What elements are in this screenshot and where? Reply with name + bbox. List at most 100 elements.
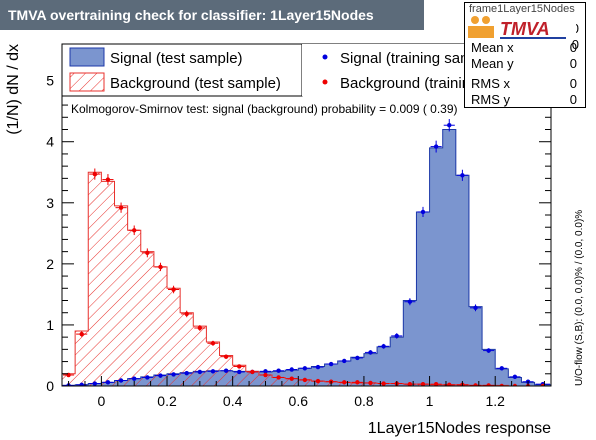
marker-layer	[63, 119, 550, 386]
signal-training-point	[351, 355, 363, 361]
signal-training-point	[89, 381, 101, 386]
y-tick-label: 1	[46, 317, 54, 333]
signal-training-point	[469, 304, 482, 312]
x-axis-label: 1Layer15Nodes response	[368, 420, 551, 437]
signal-training-point	[128, 376, 140, 381]
signal-training-point	[378, 343, 390, 349]
signal-training-point	[286, 367, 298, 372]
side-overflow-label: U/O-flow (S,B): (0.0, 0.0)% / (0.0, 0.0)…	[574, 210, 585, 386]
signal-training-point	[273, 368, 285, 373]
background-training-point	[286, 376, 298, 381]
background-training-point	[273, 375, 285, 380]
background-training-point	[89, 168, 101, 180]
tmva-logo: TMVA	[466, 14, 576, 40]
background-training-point	[404, 381, 416, 386]
background-training-point	[483, 383, 495, 386]
signal-training-point	[207, 369, 219, 374]
signal-training-point	[483, 348, 495, 353]
signal-training-point	[154, 373, 167, 378]
signal-training-point	[141, 375, 153, 380]
signal-training-point	[233, 369, 245, 375]
background-training-point	[194, 325, 206, 331]
legend-marker-signal-training	[322, 54, 328, 60]
legend-label: Background (test sample)	[110, 75, 281, 92]
background-training-point	[181, 310, 193, 318]
signal-training-point	[194, 369, 206, 375]
x-tick-label: 0.4	[223, 393, 243, 409]
x-tick-label: 1	[426, 393, 434, 409]
stats-row: Mean y 0	[469, 56, 581, 74]
signal-training-point	[443, 119, 455, 132]
x-tick-label: 0.6	[289, 393, 309, 409]
background-training-point	[299, 377, 311, 383]
y-tick-label: 4	[46, 134, 54, 150]
y-tick-label: 0	[46, 378, 54, 394]
background-training-point	[154, 262, 167, 272]
signal-training-point	[259, 369, 272, 374]
histogram-layer	[62, 129, 551, 386]
background-training-point	[141, 248, 153, 258]
stats-key: Mean y	[471, 56, 514, 71]
signal-training-point	[391, 333, 403, 339]
y-tick-label: 2	[46, 256, 54, 272]
chart-title: TMVA overtraining check for classifier: …	[0, 0, 424, 30]
legend-label: Signal (training sample)	[340, 50, 498, 67]
signal-training-point	[417, 206, 429, 218]
background-training-point	[509, 383, 521, 386]
signal-training-point	[220, 368, 232, 373]
signal-training-point	[181, 370, 193, 376]
signal-training-point	[509, 374, 521, 380]
y-tick-label: 3	[46, 195, 54, 211]
background-training-point	[535, 383, 550, 386]
stats-key: RMS x	[471, 76, 510, 91]
signal-training-point	[404, 298, 416, 306]
background-training-point	[259, 372, 272, 378]
legend-swatch-signal-test	[69, 47, 105, 67]
x-tick-label: 0.8	[354, 393, 374, 409]
signal-training-point	[456, 169, 468, 181]
background-training-point	[115, 202, 127, 213]
y-tick-label: 5	[46, 73, 54, 89]
background-training-point	[233, 364, 245, 369]
signal-training-point	[430, 140, 442, 153]
background-training-point	[220, 354, 232, 359]
stats-key: Mean x	[471, 40, 514, 55]
signal-training-point	[168, 372, 180, 377]
stats-row: RMS y 0	[469, 92, 581, 110]
signal-training-point	[299, 366, 311, 371]
stats-row: RMS x 0	[469, 76, 581, 94]
background-training-point	[76, 331, 88, 337]
axis-layer: 0 0.2 0.4 0.6 0.8 1 1.2 0 1 2 3 4 5	[46, 44, 551, 409]
signal-training-point	[364, 350, 377, 355]
background-training-point	[417, 381, 429, 386]
y-axis-label: (1/N) dN / dx	[5, 44, 22, 135]
background-training-point	[102, 174, 114, 186]
background-training-point	[351, 380, 363, 385]
legend-marker-background-training	[322, 79, 328, 85]
x-tick-label: 0.2	[157, 393, 177, 409]
ks-test-text: Kolmogorov-Smirnov test: signal (backgro…	[71, 102, 458, 116]
stats-top-value-2: 0	[571, 37, 579, 52]
x-tick-label: 1.2	[485, 393, 505, 409]
background-training-point	[364, 380, 377, 386]
legend-label: Signal (test sample)	[110, 50, 243, 67]
background-training-point	[128, 225, 140, 236]
stats-value: 0	[569, 40, 577, 55]
signal-training-point	[338, 358, 350, 364]
signal-training-point	[325, 361, 337, 367]
legend-swatch-background-test	[69, 72, 105, 92]
background-training-point	[496, 383, 508, 386]
stats-key: RMS y	[471, 92, 510, 107]
signal-training-point	[115, 378, 127, 383]
stats-value: 0	[569, 92, 577, 107]
background-test-histogram	[62, 171, 551, 386]
stats-value: 0	[569, 76, 577, 91]
tmva-logo-text: TMVA	[500, 19, 550, 39]
background-training-point	[207, 340, 219, 346]
x-tick-label: 0	[97, 393, 105, 409]
stats-header: frame1Layer15Nodes	[469, 3, 575, 15]
signal-training-point	[102, 380, 114, 385]
signal-training-point	[496, 366, 508, 371]
signal-training-point	[312, 364, 324, 370]
stats-row: Mean x 0	[469, 40, 581, 58]
